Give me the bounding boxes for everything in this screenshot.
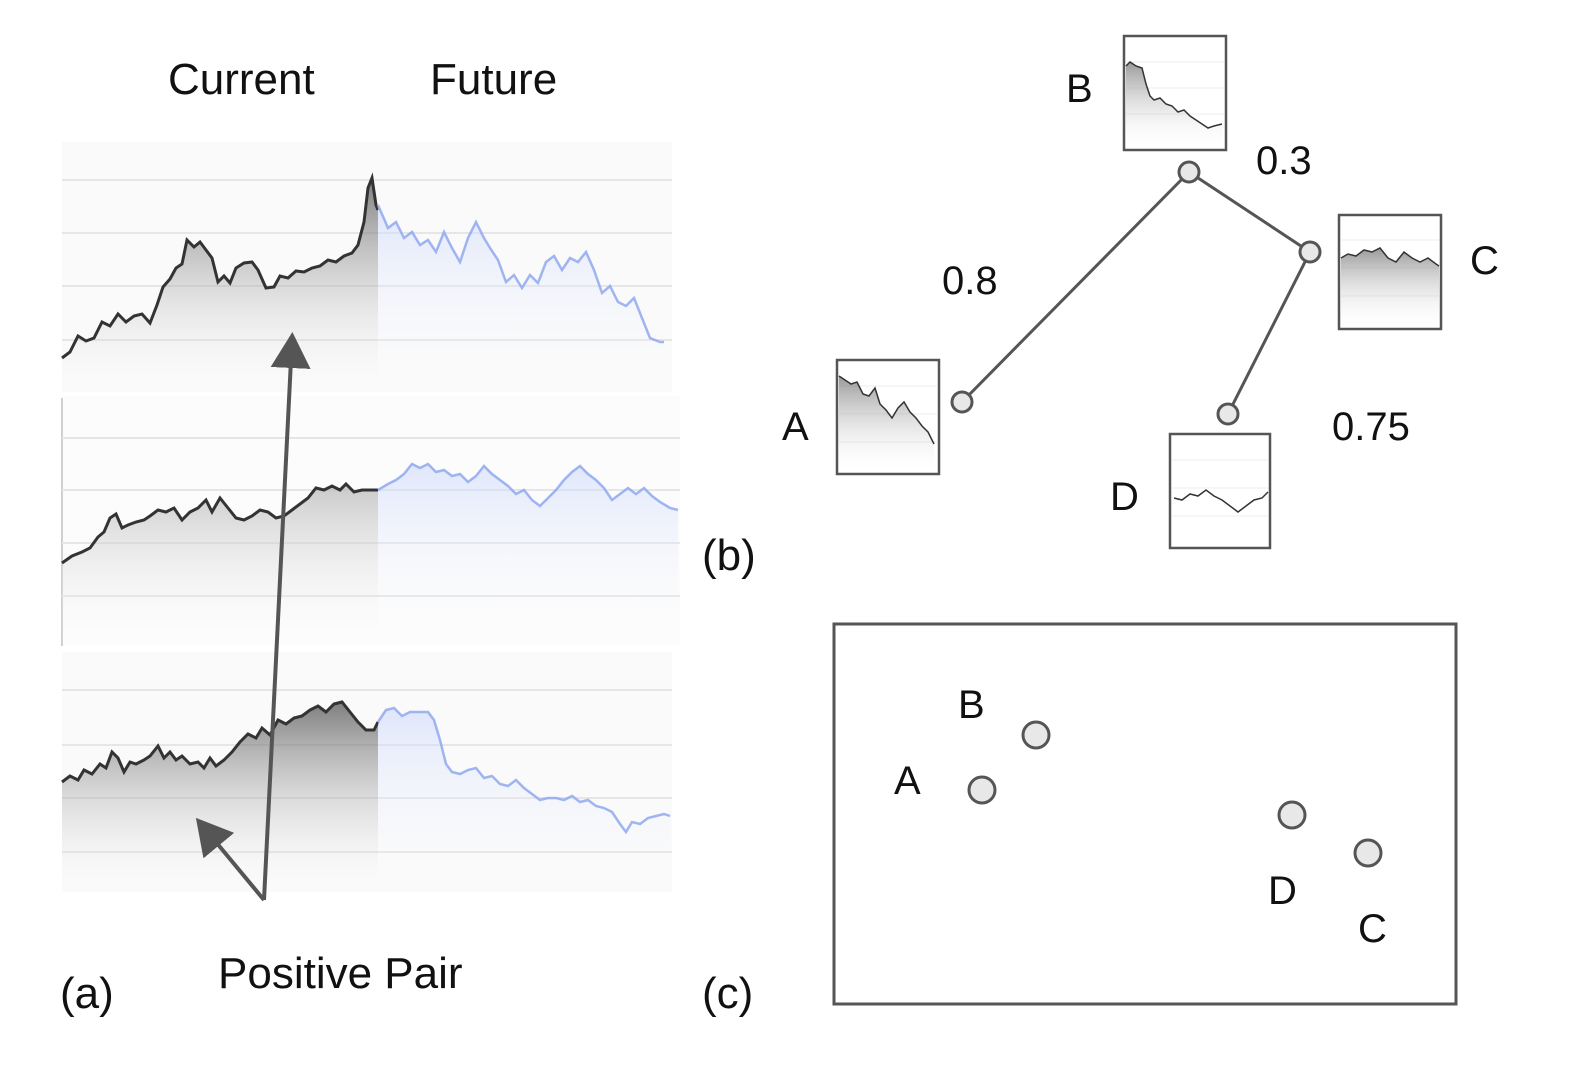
panel-a: Current Future bbox=[60, 55, 680, 1018]
edge-b-a bbox=[960, 170, 1191, 404]
series-chart-3 bbox=[61, 652, 672, 892]
series-chart-2 bbox=[61, 396, 680, 646]
point-d-label: D bbox=[1268, 869, 1297, 913]
edge-weight-b-c: 0.3 bbox=[1256, 139, 1312, 183]
point-a-label: A bbox=[894, 759, 921, 803]
panel-c: B A D C (c) bbox=[702, 622, 1458, 1018]
positive-pair-arrow-left bbox=[195, 817, 266, 902]
node-a-thumbnail bbox=[835, 358, 941, 476]
edge-weight-b-a: 0.8 bbox=[942, 259, 998, 303]
node-b-circle bbox=[1177, 160, 1201, 184]
node-c-label: C bbox=[1470, 239, 1499, 283]
node-d-thumbnail bbox=[1168, 432, 1272, 550]
chart-1-future-line bbox=[376, 204, 664, 344]
chart-3-future-line bbox=[376, 706, 671, 835]
edge-b-c bbox=[1188, 170, 1311, 254]
chart-1-current-line bbox=[61, 172, 380, 360]
positive-pair-arrow-up bbox=[262, 332, 311, 901]
chart-2-current-line bbox=[61, 481, 378, 565]
node-b-thumbnail bbox=[1122, 34, 1228, 152]
panel-b: B C A D 0.3 0.8 0.75 (b) bbox=[702, 34, 1499, 580]
chart-3-future-area bbox=[378, 708, 670, 892]
node-a-label: A bbox=[782, 405, 809, 449]
positive-pair-label: Positive Pair bbox=[218, 949, 463, 998]
panel-b-caption: (b) bbox=[702, 531, 756, 580]
node-d-circle bbox=[1216, 402, 1240, 426]
future-header: Future bbox=[430, 55, 557, 104]
chart-1-future-area bbox=[378, 205, 664, 392]
node-a-circle bbox=[950, 390, 974, 414]
point-b-label: B bbox=[958, 683, 985, 727]
edge-c-d bbox=[1226, 251, 1312, 415]
panel-a-caption: (a) bbox=[60, 969, 114, 1018]
point-c bbox=[1353, 838, 1383, 868]
chart-2-current-area bbox=[62, 484, 378, 646]
chart-3-current-area bbox=[62, 702, 378, 892]
node-d-label: D bbox=[1110, 475, 1139, 519]
node-b-label: B bbox=[1066, 67, 1093, 111]
point-c-label: C bbox=[1358, 907, 1387, 951]
point-b bbox=[1021, 720, 1051, 750]
chart-3-current-line bbox=[61, 700, 380, 784]
point-a bbox=[967, 775, 997, 805]
edge-weight-c-d: 0.75 bbox=[1332, 405, 1410, 449]
embedding-space-frame bbox=[832, 622, 1458, 1006]
point-d bbox=[1277, 800, 1307, 830]
chart-2-future-line bbox=[377, 462, 679, 512]
series-chart-1 bbox=[61, 142, 672, 392]
panel-c-caption: (c) bbox=[702, 969, 753, 1018]
node-c-circle bbox=[1298, 240, 1322, 264]
node-c-thumbnail bbox=[1337, 213, 1443, 331]
current-header: Current bbox=[168, 55, 315, 104]
chart-2-future-area bbox=[378, 464, 678, 646]
